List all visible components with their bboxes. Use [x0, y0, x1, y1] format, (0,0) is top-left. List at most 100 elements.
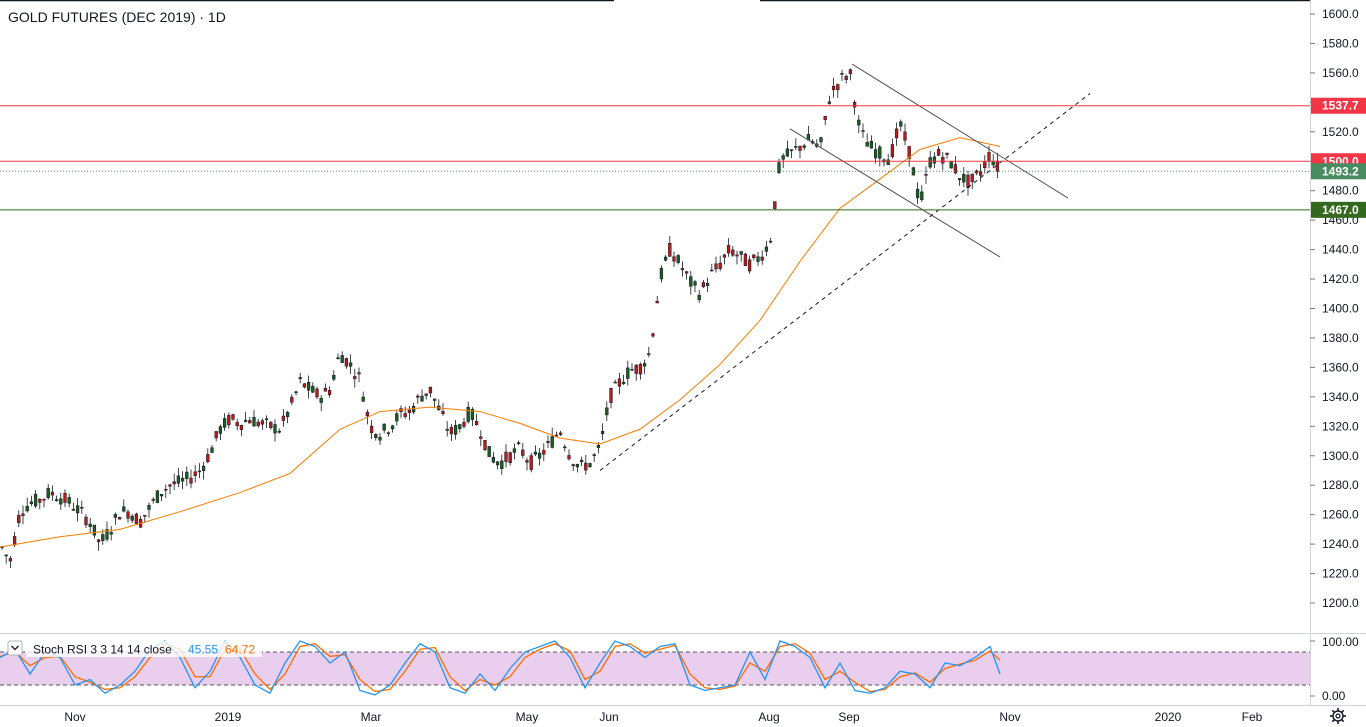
candle	[63, 489, 67, 507]
candle	[634, 363, 638, 381]
candle	[735, 250, 739, 265]
candle	[823, 116, 827, 126]
candle	[67, 493, 71, 508]
candle	[978, 163, 983, 182]
candle	[407, 405, 412, 421]
level-label: 1493.2	[1322, 164, 1359, 178]
price-tick-label: 1280.0	[1322, 478, 1359, 492]
candle	[764, 240, 769, 257]
candle	[516, 440, 521, 446]
candle	[340, 351, 344, 363]
candlestick-series	[0, 68, 1000, 568]
candle	[848, 68, 853, 81]
candle	[260, 418, 265, 430]
candle	[285, 411, 290, 424]
candle	[592, 452, 596, 462]
time-tick-label: Nov	[64, 710, 85, 724]
candle	[714, 256, 718, 273]
candle	[382, 423, 386, 434]
drawing-tools[interactable]	[599, 63, 1091, 471]
level-badge	[1311, 163, 1366, 180]
channel-upper[interactable]	[851, 63, 1069, 199]
candle	[33, 490, 38, 509]
candle	[449, 423, 454, 441]
candle	[668, 235, 672, 257]
candle	[781, 153, 785, 168]
candle	[609, 387, 613, 409]
candle	[155, 490, 160, 504]
candle	[109, 526, 113, 541]
candle	[159, 494, 164, 502]
candle	[710, 263, 714, 272]
stoch-d-value: 64.72	[225, 643, 255, 657]
candle	[218, 424, 223, 441]
time-tick-label: 2020	[1155, 710, 1182, 724]
candle	[500, 454, 504, 475]
candle	[445, 421, 449, 437]
candle	[369, 420, 374, 439]
candle	[8, 555, 13, 568]
candle	[495, 460, 500, 470]
price-axis[interactable]: 1600.01580.01560.01540.01520.01500.01480…	[1310, 7, 1359, 610]
candle	[827, 95, 832, 105]
gear-icon[interactable]	[1330, 708, 1346, 724]
price-tick-label: 1200.0	[1322, 596, 1359, 610]
level-badge	[1311, 97, 1366, 114]
candle	[46, 484, 50, 500]
candle	[277, 428, 281, 434]
candle	[105, 521, 109, 542]
price-tick-label: 1380.0	[1322, 331, 1359, 345]
candle	[554, 431, 559, 437]
candle	[311, 382, 315, 394]
candle	[705, 277, 710, 292]
price-tick-label: 1520.0	[1322, 125, 1359, 139]
candle	[928, 150, 932, 170]
candle	[857, 114, 861, 134]
time-tick-label: Jun	[599, 710, 618, 724]
candle	[890, 138, 895, 159]
trendline-dashed[interactable]	[599, 93, 1091, 471]
time-tick-label: Aug	[758, 710, 779, 724]
candle	[386, 431, 391, 437]
candle	[726, 238, 731, 257]
channel-lower[interactable]	[789, 128, 1001, 258]
candle	[613, 379, 617, 384]
time-tick-label: 2019	[215, 710, 242, 724]
candle	[176, 468, 181, 488]
candle	[336, 353, 340, 360]
candle	[59, 492, 63, 510]
candle	[353, 368, 357, 388]
time-tick-label: Nov	[999, 710, 1020, 724]
candle	[785, 140, 790, 158]
candle	[395, 409, 399, 426]
candle	[525, 457, 529, 471]
collapse-button[interactable]	[7, 640, 23, 656]
candle	[458, 423, 462, 433]
candle	[235, 418, 239, 431]
candle	[739, 251, 743, 262]
candle	[17, 510, 21, 528]
candle	[529, 452, 533, 473]
candle	[38, 497, 42, 510]
candle	[327, 386, 332, 398]
candle	[584, 454, 588, 475]
candle	[126, 509, 130, 523]
time-axis[interactable]: Nov 2019 Mar May Jun Aug Sep Nov 2020 Feb	[64, 710, 1262, 724]
candle	[869, 135, 874, 149]
candle	[424, 393, 428, 400]
stoch-rsi-pane[interactable]: Stoch RSI 3 3 14 14 close 45.55 64.72 10…	[0, 635, 1359, 703]
candle	[647, 346, 651, 358]
candle	[172, 473, 176, 490]
candle	[533, 445, 538, 457]
candle	[294, 390, 298, 396]
candle	[550, 427, 554, 449]
level-label: 1467.0	[1322, 203, 1359, 217]
candle	[302, 382, 307, 389]
candle	[676, 253, 680, 265]
candle	[252, 409, 256, 427]
candle	[80, 500, 84, 514]
candle	[840, 69, 844, 81]
candle	[256, 418, 260, 428]
